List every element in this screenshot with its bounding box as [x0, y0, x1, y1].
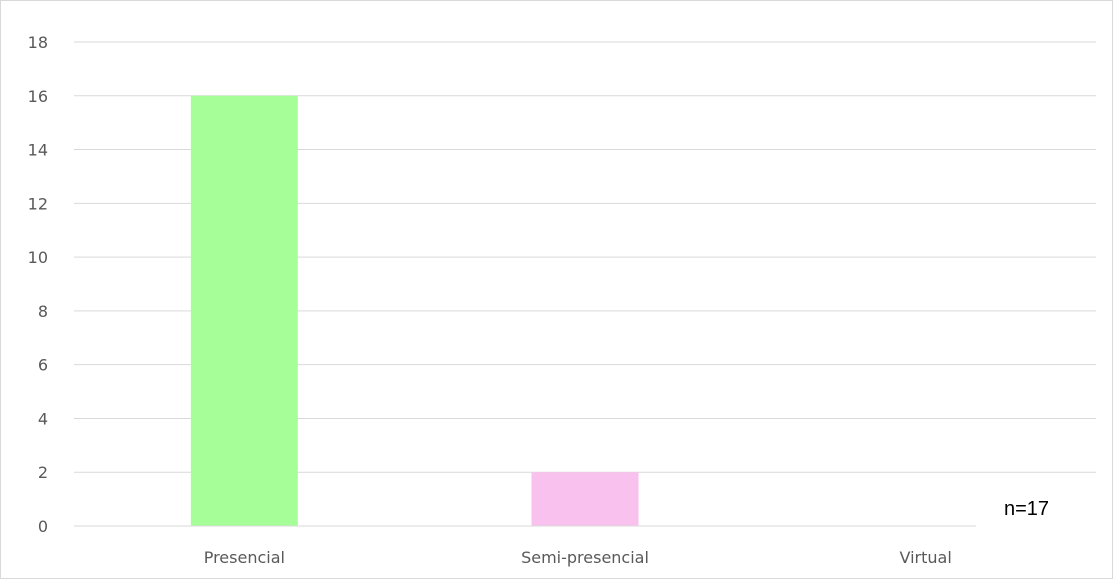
y-tick-label: 12: [28, 194, 48, 213]
sample-size-annotation: n=17: [1004, 498, 1049, 520]
y-tick-label: 16: [28, 87, 48, 106]
bars: [190, 95, 639, 527]
y-tick-label: 10: [28, 248, 48, 267]
y-tick-label: 0: [38, 517, 48, 536]
x-category-label: Virtual: [900, 548, 952, 567]
y-tick-label: 18: [28, 33, 48, 52]
x-category-label: Presencial: [204, 548, 285, 567]
y-tick-label: 4: [38, 409, 48, 428]
bar-presencial: [190, 95, 298, 527]
y-axis-tick-labels: 0 2 4 6 8 10 12 14 16 18: [28, 33, 48, 536]
x-axis-category-labels: Presencial Semi-presencial Virtual: [204, 548, 952, 567]
y-tick-label: 2: [38, 463, 48, 482]
y-tick-label: 14: [28, 141, 48, 160]
y-tick-label: 6: [38, 356, 48, 375]
bar-semi-presencial: [531, 472, 639, 526]
y-tick-label: 8: [38, 302, 48, 321]
x-category-label: Semi-presencial: [521, 548, 649, 567]
